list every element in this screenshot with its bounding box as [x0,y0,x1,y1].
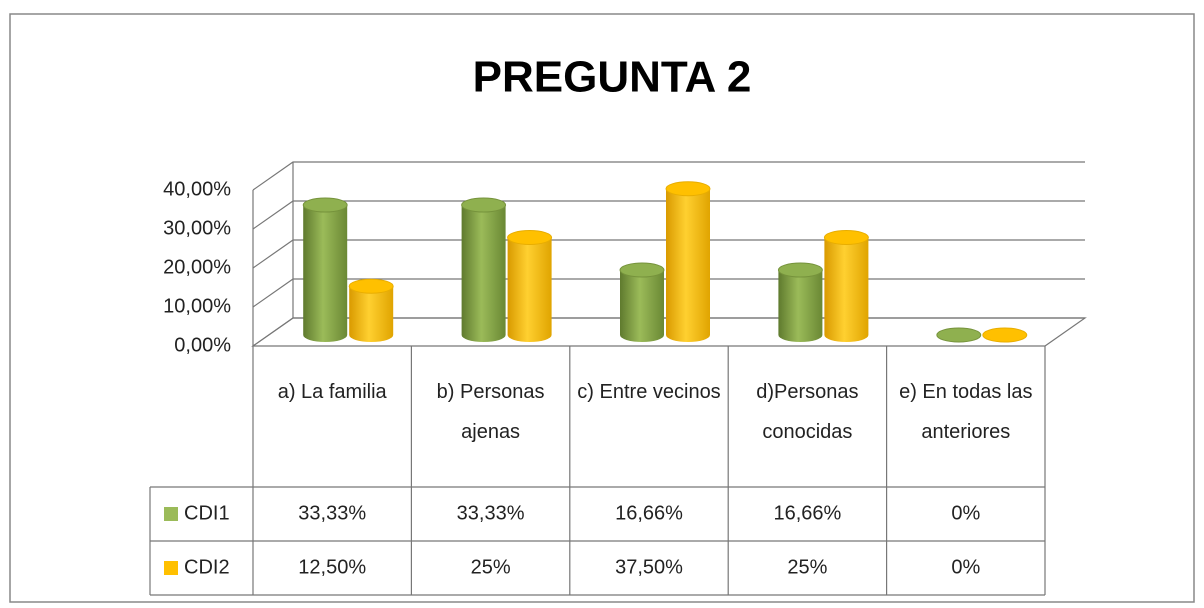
data-table-value: 37,50% [615,556,683,578]
bar-top [982,327,1028,343]
data-table-value: 16,66% [773,502,841,524]
data-table-value: 0% [951,502,980,524]
data-table-value: 25% [787,556,827,578]
data-table-value: 33,33% [298,502,366,524]
bar [620,270,664,342]
bar-top [348,278,394,294]
bar-top [619,262,665,278]
legend-label: CDI1 [184,502,230,524]
data-table-value: 33,33% [457,502,525,524]
bar-top [302,197,348,213]
chart-border [9,13,1195,603]
data-table-value: 25% [471,556,511,578]
bar [666,188,710,342]
y-tick-label: 30,00% [163,217,231,239]
y-tick-label: 10,00% [163,295,231,317]
data-table-value: 12,50% [298,556,366,578]
bar-top [823,230,869,245]
y-tick-label: 20,00% [163,256,231,278]
bar [507,237,552,342]
y-tick-label: 0,00% [174,334,231,356]
y-tick-label: 40,00% [163,178,231,200]
legend-label: CDI2 [184,556,230,578]
bar [349,286,394,342]
x-tick-label: b) Personas ajenas [437,381,545,443]
grid-line [252,200,1085,230]
grid-line [252,161,1085,191]
x-tick-label: d)Personas conocidas [756,381,858,443]
x-tick-label: e) En todas las anteriores [899,381,1032,443]
bar [303,205,348,342]
x-tick-label: a) La familia [278,381,388,403]
legend-key [164,507,178,521]
bar-top [461,197,507,213]
bar-top [936,327,982,343]
x-tick-label: c) Entre vecinos [577,381,720,403]
bar [461,205,506,342]
legend-key [164,561,178,575]
bar-top [507,230,553,245]
bar [824,237,869,342]
bar-top [777,262,823,278]
chart-title: PREGUNTA 2 [473,53,752,102]
bar [778,270,823,342]
grid-line [252,239,1085,269]
data-table-value: 16,66% [615,502,683,524]
data-table-value: 0% [951,556,980,578]
bar-top [665,181,711,197]
